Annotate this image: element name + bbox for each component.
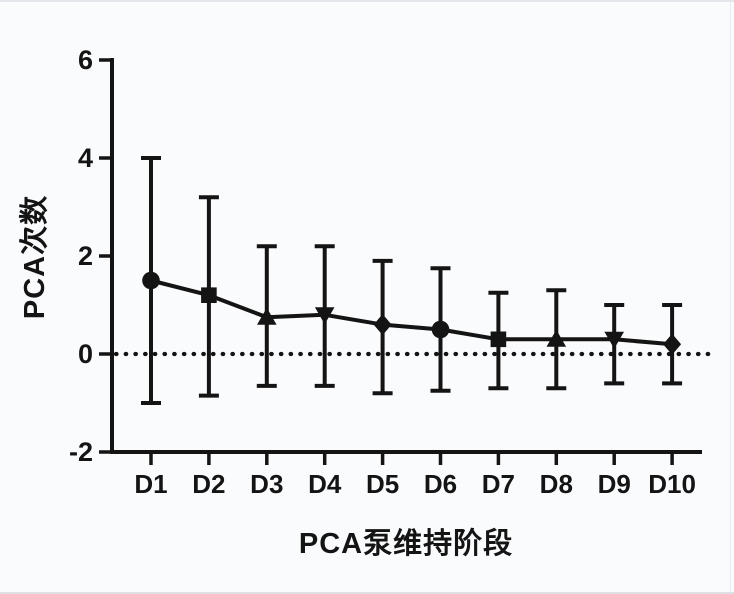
x-axis-title: PCA泵维持阶段: [298, 528, 514, 560]
marker-circle-D1: [142, 271, 160, 290]
y-tick-label: 2: [78, 241, 93, 271]
y-axis-title: PCA次数: [19, 194, 51, 320]
x-tick-label: D3: [250, 469, 283, 499]
marker-triangle-up-D8: [546, 329, 567, 347]
marker-triangle-down-D9: [604, 331, 624, 349]
y-tick-label: 0: [78, 339, 93, 369]
x-tick-label: D6: [424, 469, 457, 499]
marker-circle-D6: [431, 320, 450, 339]
marker-square-D7: [490, 331, 507, 348]
x-tick-label: D9: [598, 469, 631, 499]
y-tick-label: 6: [78, 45, 93, 75]
marker-triangle-down-D4: [314, 307, 335, 325]
y-tick-label: -2: [69, 437, 93, 467]
marker-diamond-D5: [373, 314, 392, 336]
x-tick-label: D8: [540, 469, 573, 499]
marker-diamond-D10: [663, 333, 682, 355]
x-tick-label: D7: [482, 469, 515, 499]
marker-square-D2: [201, 287, 217, 303]
y-tick-label: 4: [78, 143, 93, 173]
x-tick-label: D2: [192, 469, 225, 499]
x-tick-label: D5: [366, 469, 399, 499]
x-tick-label: D10: [648, 469, 696, 499]
x-tick-label: D1: [134, 469, 167, 499]
series-line: [150, 278, 673, 347]
marker-triangle-up-D3: [257, 307, 277, 325]
x-tick-label: D4: [308, 469, 342, 499]
